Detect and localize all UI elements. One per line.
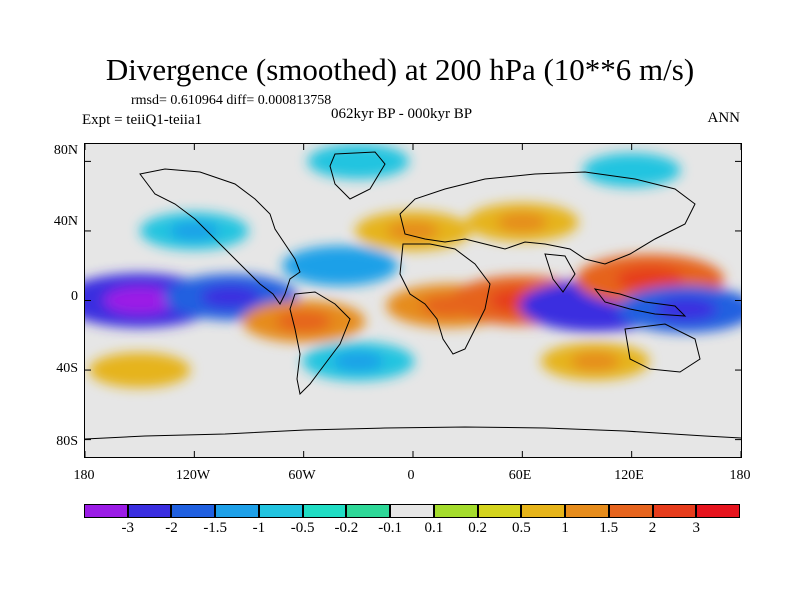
lat-label-40s: 40S [56,361,78,376]
colorbar-cell [390,504,434,518]
field-map [85,144,741,457]
period-label: 062kyr BP - 000kyr BP [331,106,473,122]
field-anomaly-core-12 [333,351,384,372]
lon-label-120w: 120W [175,468,211,483]
lat-label-40n: 40N [53,214,78,229]
lon-label-180e: 180 [729,468,751,483]
colorbar-label: -1.5 [203,520,228,536]
colorbar-cell [696,504,740,518]
field-anomaly-core-1 [200,285,261,309]
colorbar-cell [346,504,391,518]
colorbar-cell [608,504,653,518]
map-title: Divergence (smoothed) at 200 hPa (10**6 … [105,52,695,87]
colorbar-cell [215,504,259,518]
colorbar-cell [521,504,566,518]
colorbar-label: -0.1 [378,520,402,536]
colorbar-cell [302,504,347,518]
colorbar [84,504,740,518]
lon-label-60w: 60W [288,468,316,483]
field-anomaly-core-15 [335,152,382,171]
statistics-text: rmsd= 0.610964 diff= 0.000813758 [131,93,332,108]
coastline-maritime-continent [593,288,687,317]
coastline-greenland [329,151,386,200]
experiment-label: Expt = teiiQ1-teiia1 [82,112,203,128]
colorbar-label: -3 [121,520,134,536]
season-label: ANN [707,110,741,126]
colorbar-label: 0.1 [424,520,444,536]
lon-label-60e: 60E [508,468,532,483]
colorbar-cell [258,504,303,518]
coastline-south-america [289,291,351,396]
lon-label-180w: 180 [73,468,95,483]
colorbar-label: 2 [648,520,657,536]
colorbar-label: 1 [561,520,569,536]
field-anomaly-core-8 [655,297,718,321]
coastline-australia [624,323,701,373]
colorbar-cell [433,504,478,518]
colorbar-label: -2 [165,520,178,536]
field-anomaly-core-11 [497,212,548,232]
colorbar-label: -0.2 [334,520,359,536]
coastline-antarctica [85,426,741,440]
colorbar-label: 0.5 [511,520,531,536]
field-anomaly-core-14 [116,361,163,379]
colorbar-cell [477,504,522,518]
lat-label-80s: 80S [56,434,78,449]
coastline-indian-subcontinent [544,253,576,293]
colorbar-cell [171,504,216,518]
field-anomaly-core-7 [616,266,684,293]
field-anomaly-core-10 [169,221,219,241]
field-anomaly-core-13 [570,351,620,371]
field-anomaly-core-0 [104,286,176,315]
coastline-africa [399,243,491,355]
lat-label-0: 0 [71,289,78,304]
coastline-north-america [139,168,301,305]
colorbar-label: -0.5 [290,520,315,536]
lat-label-80n: 80N [53,143,78,158]
colorbar-label: 0.2 [468,520,487,536]
lon-label-120e: 120E [614,468,644,483]
coastline-europe-asia [399,171,696,265]
field-anomaly-core-9 [387,220,439,241]
colorbar-cell [84,504,128,518]
colorbar-cell [127,504,172,518]
colorbar-label: 1.5 [599,520,619,536]
map-panel [84,143,742,458]
colorbar-cell [565,504,609,518]
colorbar-cell [652,504,697,518]
field-anomaly-core-2 [276,310,332,332]
field-anomaly-core-16 [609,161,654,179]
lon-label-0: 0 [407,468,415,483]
colorbar-label: 3 [692,520,701,536]
colorbar-label: -1 [252,520,266,536]
field-anomaly-core-3 [314,255,367,276]
